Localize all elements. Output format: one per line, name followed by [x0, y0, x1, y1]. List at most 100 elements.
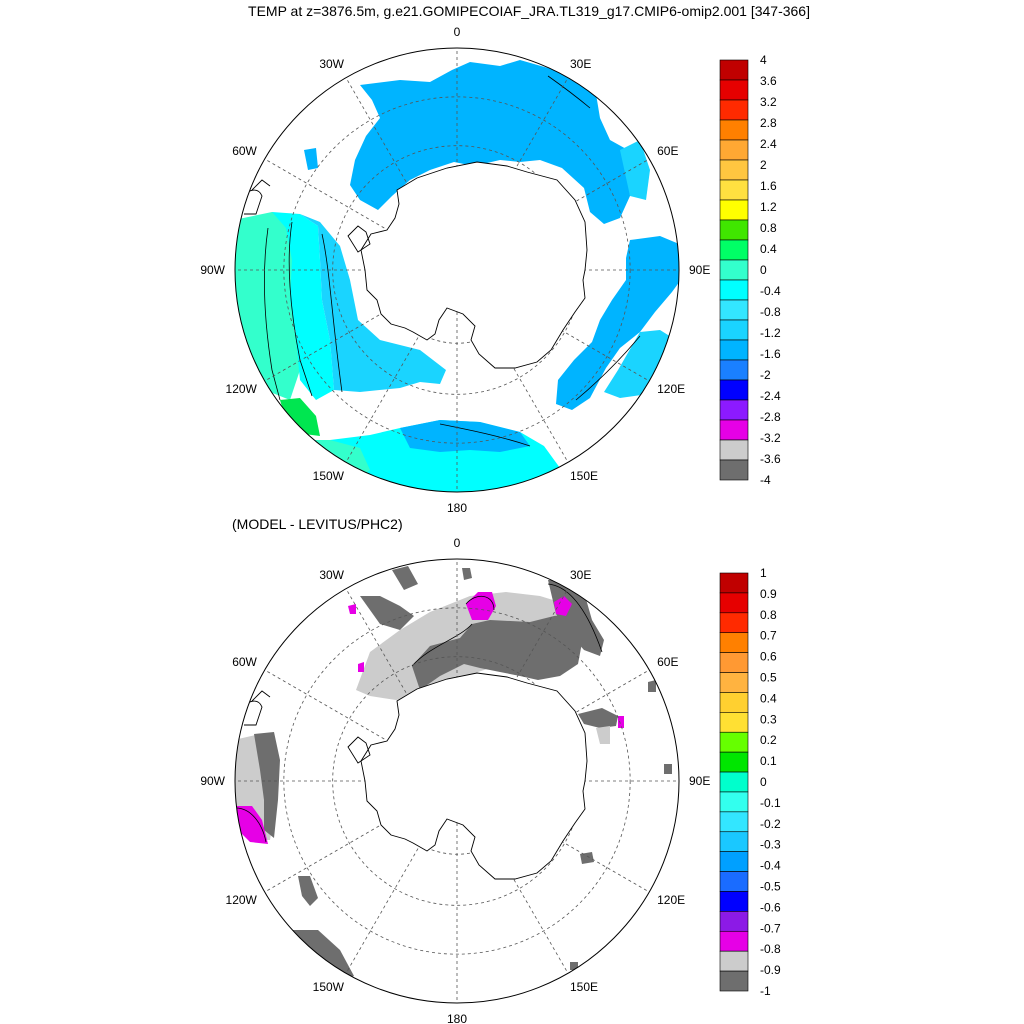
antarctica-coastline: [360, 672, 588, 880]
colorbar-swatch: [719, 731, 749, 753]
diff-patch: [664, 764, 672, 774]
colorbar-swatch: [719, 79, 749, 101]
colorbar-label: 1.6: [760, 179, 777, 193]
longitude-label: 120W: [226, 382, 258, 396]
model-contours: [264, 75, 641, 447]
longitude-label: 60W: [232, 144, 257, 158]
colorbar-swatch: [719, 811, 749, 833]
colorbar-swatch: [719, 672, 749, 693]
colorbar-swatch: [719, 871, 749, 892]
colorbar-label: 0: [760, 263, 767, 277]
field-atlantic-sector: [350, 60, 630, 224]
colorbar-label: -0.5: [760, 880, 781, 894]
colorbar-label: 0.8: [760, 608, 777, 622]
colorbar-swatch: [719, 339, 749, 361]
diff-atlantic-dark: [412, 614, 584, 690]
colorbar-swatch: [719, 751, 749, 773]
difference-title: (MODEL - LEVITUS/PHC2): [232, 516, 403, 532]
colorbar-swatch: [719, 891, 749, 912]
colorbar-swatch: [719, 831, 749, 852]
diff-patch: [392, 566, 418, 590]
longitude-label: 180: [447, 501, 467, 515]
colorbar-label: 0.9: [760, 587, 777, 601]
model-temperature-map: 0 30E 60E 90E 120E 150E 180 150W 120W 90W 60W 30W: [200, 25, 710, 515]
map-border: [234, 558, 680, 1004]
colorbar-label: 0.5: [760, 671, 777, 685]
colorbar-label: 1.2: [760, 200, 777, 214]
longitude-label: 30W: [319, 568, 344, 582]
latitude-circle: [283, 607, 631, 955]
diff-patch: [618, 716, 624, 728]
longitude-label: 120E: [657, 893, 685, 907]
colorbar-swatch: [719, 219, 749, 241]
colorbar-label: -1.6: [760, 347, 781, 361]
colorbar-swatch: [719, 59, 749, 81]
colorbar-swatch: [719, 712, 749, 733]
diff-west-dark: [254, 732, 280, 838]
colorbar-label: 0.8: [760, 221, 777, 235]
longitude-label: 60W: [232, 655, 257, 669]
colorbar-swatch: [719, 950, 749, 972]
main-title: TEMP at z=3876.5m, g.e21.GOMIPECOIAF_JRA…: [248, 3, 810, 19]
longitude-label: 90E: [689, 774, 710, 788]
colorbar-label: -3.6: [760, 452, 781, 466]
colorbar-swatch: [719, 239, 749, 261]
colorbar-label: 0.2: [760, 733, 777, 747]
longitude-label: 150W: [313, 469, 345, 483]
colorbar-label: -2.8: [760, 410, 781, 424]
colorbar-swatch: [719, 379, 749, 401]
colorbar-label: 0.7: [760, 629, 777, 643]
colorbar-swatch: [719, 632, 749, 653]
longitude-label: 150E: [570, 469, 598, 483]
colorbar-label: 4: [760, 53, 767, 67]
diff-patch: [348, 604, 356, 614]
colorbar-label: -0.9: [760, 963, 781, 977]
field-patch: [304, 148, 318, 170]
longitude-label: 30W: [319, 57, 344, 71]
colorbar-label: -1.2: [760, 326, 781, 340]
colorbar-label: -0.4: [760, 284, 781, 298]
colorbar-swatch: [719, 592, 749, 614]
diff-magenta-blob: [554, 596, 572, 616]
colorbar-swatch: [719, 119, 749, 141]
colorbar-swatch: [719, 911, 749, 932]
colorbar-label: -0.7: [760, 921, 781, 935]
colorbar-swatch: [719, 279, 749, 301]
diff-weddell-dark: [360, 596, 414, 630]
colorbar-swatch: [719, 439, 749, 461]
colorbar-swatch: [719, 159, 749, 181]
longitude-label: 60E: [657, 655, 678, 669]
longitude-label: 90W: [200, 263, 225, 277]
colorbar-label: 3.2: [760, 95, 777, 109]
diff-patch: [462, 568, 472, 580]
colorbar-swatch: [719, 179, 749, 201]
colorbar-swatch: [719, 419, 749, 441]
diff-west-magenta: [236, 806, 268, 844]
latitude-circle: [283, 96, 631, 444]
field-west-green: [280, 398, 320, 436]
colorbar-label: 0.4: [760, 242, 777, 256]
colorbar-swatch: [719, 771, 749, 793]
colorbar-label: 0.4: [760, 691, 777, 705]
field-pacific-cold: [400, 420, 530, 452]
colorbar-label: -0.4: [760, 859, 781, 873]
colorbar-label: 1: [760, 566, 767, 580]
colorbar-swatch: [719, 572, 749, 594]
longitude-label: 150W: [313, 980, 345, 994]
colorbar-label: -2.4: [760, 389, 781, 403]
field-indian-sector: [556, 236, 679, 410]
longitude-label: 180: [447, 1012, 467, 1024]
longitude-labels: 0 30E 60E 90E 120E 150E 180 150W 120W 90W 60W 30W: [200, 25, 710, 515]
diff-patch: [298, 876, 318, 906]
colorbar-label: 3.6: [760, 74, 777, 88]
colorbar-label: 0: [760, 775, 767, 789]
colorbar-label: 0.6: [760, 650, 777, 664]
colorbar-swatch: [719, 259, 749, 281]
colorbar-label: 0.3: [760, 712, 777, 726]
colorbar-swatch: [719, 791, 749, 813]
difference-colorbar: 1 0.9 0.8 0.7 0.6 0.5 0.4 0.3 0.2 0.1 0 -0.1 -0.2 -0.…: [719, 566, 781, 998]
colorbar-label: -1: [760, 984, 771, 998]
colorbar-label: 2.8: [760, 116, 777, 130]
diff-patch: [578, 708, 618, 728]
